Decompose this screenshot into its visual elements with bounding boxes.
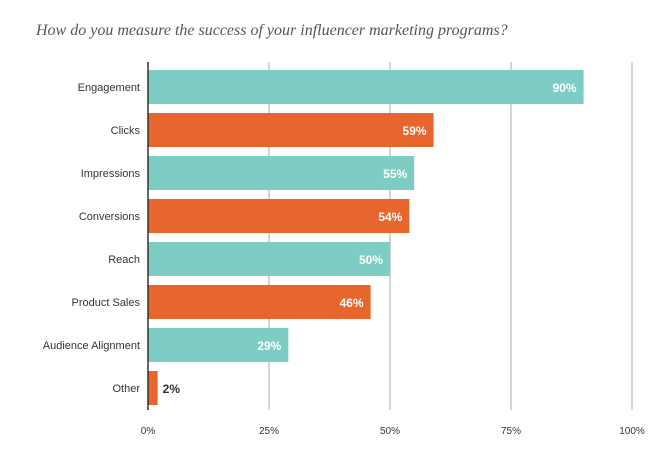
category-label: Audience Alignment [43,340,140,352]
x-tick-label: 0% [141,426,156,437]
x-tick-label: 100% [619,426,645,437]
x-tick-label: 50% [380,426,400,437]
bar [148,199,410,233]
bar [148,371,158,405]
data-label: 50% [359,253,383,267]
category-label: Product Sales [72,297,141,309]
x-tick-label: 75% [501,426,521,437]
category-label: Conversions [79,211,141,223]
data-label: 90% [553,81,577,95]
bar [148,70,584,104]
bar [148,242,390,276]
data-label: 29% [257,339,281,353]
data-label: 54% [378,210,402,224]
category-label: Engagement [78,82,140,94]
data-label: 2% [163,382,181,396]
bar [148,113,434,147]
category-label: Clicks [111,125,141,137]
category-label: Reach [108,254,140,266]
bar [148,156,415,190]
data-label: 46% [340,296,364,310]
bar [148,285,371,319]
category-label: Other [112,383,140,395]
data-label: 55% [383,167,407,181]
category-label: Impressions [81,168,141,180]
chart-title: How do you measure the success of your i… [36,22,508,39]
bar [148,328,289,362]
x-tick-label: 25% [259,426,279,437]
data-label: 59% [403,124,427,138]
